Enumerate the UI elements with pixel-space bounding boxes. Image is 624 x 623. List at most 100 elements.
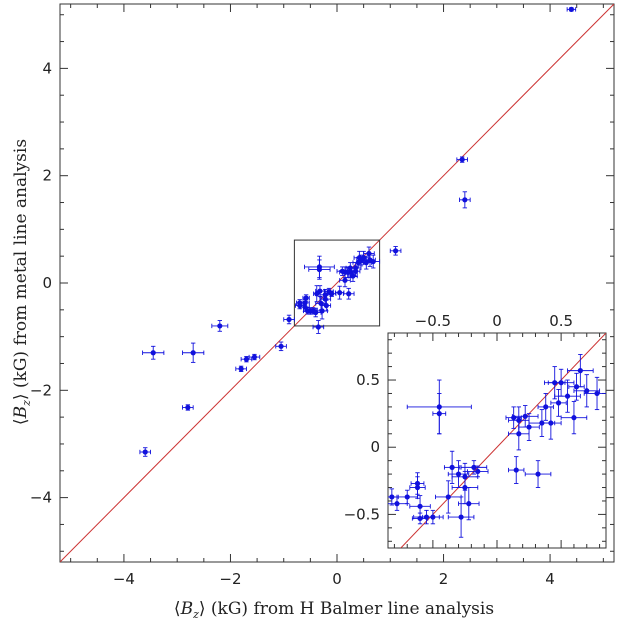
main-data-point xyxy=(142,345,165,360)
x-axis-title-open: ⟨ xyxy=(174,599,181,619)
inset-marker xyxy=(573,384,580,390)
inset-marker xyxy=(475,468,481,475)
main-data-point xyxy=(321,299,332,312)
main-data-point xyxy=(235,365,247,372)
inset-points xyxy=(388,354,606,538)
inset-marker xyxy=(594,390,600,397)
main-marker xyxy=(370,258,376,265)
main-data-point xyxy=(182,404,194,411)
main-marker xyxy=(315,324,321,330)
inset-marker xyxy=(548,420,554,426)
main-marker xyxy=(150,350,156,356)
main-marker xyxy=(286,316,292,323)
y-axis-title-symbol: B xyxy=(11,406,31,420)
y-axis-title-subscript: z xyxy=(20,400,33,407)
main-y-tick-label: −4 xyxy=(30,489,52,507)
main-marker xyxy=(462,197,468,203)
inset-marker xyxy=(417,515,423,522)
main-marker xyxy=(459,156,465,163)
main-data-point xyxy=(566,6,577,12)
main-data-point xyxy=(283,314,295,325)
main-marker xyxy=(238,366,244,372)
inset-data-point xyxy=(560,401,588,435)
inset-plot: −0.5 0 0.5 −0.5 0 0.5 xyxy=(344,312,607,549)
main-data-point xyxy=(312,320,325,334)
inset-marker xyxy=(436,411,442,417)
inset-data-point xyxy=(422,509,444,525)
main-data-point xyxy=(182,342,205,363)
inset-frame xyxy=(387,332,607,549)
main-marker xyxy=(353,268,359,274)
inset-data-point xyxy=(554,379,581,413)
inset-marker xyxy=(445,494,451,500)
inset-marker xyxy=(430,514,436,520)
inset-marker xyxy=(513,467,519,473)
main-x-tick-label: 4 xyxy=(545,570,555,588)
main-marker xyxy=(278,343,284,349)
main-y-tick-label: −2 xyxy=(30,381,52,399)
inset-data-point xyxy=(524,460,552,488)
main-data-point xyxy=(300,302,310,312)
main-data-point xyxy=(275,341,287,352)
inset-marker xyxy=(414,480,421,487)
main-marker xyxy=(243,356,250,362)
main-x-tick-label: 0 xyxy=(332,570,342,588)
inset-marker xyxy=(522,413,528,419)
inset-data-point xyxy=(573,374,601,408)
main-zoom-box xyxy=(293,239,381,327)
inset-data-point xyxy=(540,406,562,440)
inset-marker xyxy=(394,501,400,507)
main-marker xyxy=(323,302,329,309)
main-points xyxy=(139,6,577,457)
main-marker xyxy=(329,291,335,297)
inset-data-point xyxy=(550,388,567,417)
inset-y-tick-label: 0 xyxy=(370,438,380,456)
inset-y-tick-label: 0.5 xyxy=(356,371,380,389)
main-marker xyxy=(303,295,309,301)
inset-marker xyxy=(535,471,541,477)
y-axis-title-rest: ⟩ (kG) from metal line analysis xyxy=(11,139,31,400)
main-data-point xyxy=(350,265,361,278)
inset-marker xyxy=(404,494,410,500)
inset-marker xyxy=(462,474,468,480)
main-x-tick-label: −2 xyxy=(219,570,241,588)
y-axis-title-open: ⟨ xyxy=(11,418,31,425)
main-data-point xyxy=(366,254,381,269)
x-axis-title-symbol: B xyxy=(180,599,194,619)
main-data-point xyxy=(348,270,358,282)
inset-marker xyxy=(555,400,562,406)
inset-identity-line xyxy=(400,333,606,548)
inset-marker xyxy=(449,464,455,470)
main-marker xyxy=(337,290,343,296)
main-marker xyxy=(350,273,356,279)
inset-data-point xyxy=(511,405,539,428)
inset-marker xyxy=(455,471,462,477)
inset-marker xyxy=(526,424,532,430)
main-data-point xyxy=(326,290,337,297)
x-axis-title-rest: ⟩ (kG) from H Balmer line analysis xyxy=(199,599,494,619)
inset-marker xyxy=(571,415,577,421)
main-data-point xyxy=(334,285,345,300)
main-x-tick-label: 2 xyxy=(439,570,449,588)
x-axis-title-subscript: z xyxy=(192,608,199,621)
main-data-point xyxy=(248,353,261,361)
main-y-tick-label: 2 xyxy=(42,167,52,185)
main-identity-line xyxy=(60,4,614,562)
main-data-point xyxy=(302,294,310,302)
inset-marker xyxy=(417,503,423,509)
x-axis-title: ⟨Bz⟩ (kG) from H Balmer line analysis xyxy=(174,599,494,621)
inset-marker xyxy=(558,380,564,386)
main-marker xyxy=(392,248,399,254)
inset-data-point xyxy=(432,393,447,435)
inset-data-point xyxy=(458,487,480,521)
inset-data-point xyxy=(583,376,606,411)
main-marker xyxy=(319,308,325,314)
inset-data-point xyxy=(467,465,489,478)
inset-x-tick-label: 0 xyxy=(492,312,502,330)
inset-data-point xyxy=(434,480,462,514)
inset-data-point xyxy=(567,354,594,388)
main-marker xyxy=(342,277,348,283)
inset-marker xyxy=(471,464,477,470)
inset-data-point xyxy=(547,368,575,397)
